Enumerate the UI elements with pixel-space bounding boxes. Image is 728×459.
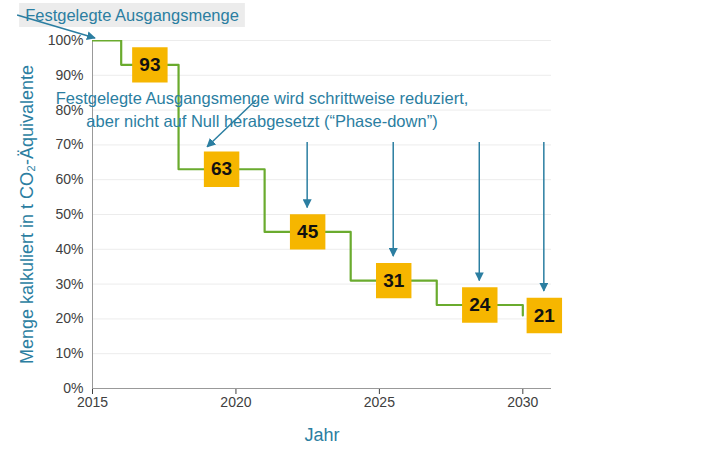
svg-text:50%: 50% xyxy=(55,206,83,222)
svg-text:45: 45 xyxy=(297,221,319,242)
svg-text:21: 21 xyxy=(534,305,556,326)
svg-text:24: 24 xyxy=(469,294,491,315)
svg-text:31: 31 xyxy=(383,270,405,291)
svg-text:2015: 2015 xyxy=(77,394,108,410)
svg-text:100%: 100% xyxy=(48,32,84,48)
svg-text:30%: 30% xyxy=(55,276,83,292)
svg-text:2025: 2025 xyxy=(364,394,395,410)
svg-text:70%: 70% xyxy=(55,136,83,152)
svg-text:2030: 2030 xyxy=(507,394,538,410)
svg-text:Festgelegte Ausgangsmenge wird: Festgelegte Ausgangsmenge wird schrittwe… xyxy=(56,89,469,130)
svg-text:63: 63 xyxy=(211,158,232,179)
svg-text:80%: 80% xyxy=(55,101,84,118)
svg-text:0%: 0% xyxy=(63,380,84,396)
svg-text:90%: 90% xyxy=(55,67,83,83)
svg-text:Menge kalkuliert in t CO₂-Äqui: Menge kalkuliert in t CO₂-Äquivalente xyxy=(17,65,37,364)
svg-text:Festgelegte Ausgangsmenge: Festgelegte Ausgangsmenge xyxy=(25,6,239,24)
svg-text:Jahr: Jahr xyxy=(304,425,339,445)
svg-text:40%: 40% xyxy=(55,241,83,257)
svg-text:93: 93 xyxy=(139,54,160,75)
svg-text:20%: 20% xyxy=(55,310,83,326)
svg-text:2020: 2020 xyxy=(220,394,251,410)
svg-text:10%: 10% xyxy=(55,345,83,361)
svg-text:60%: 60% xyxy=(55,171,83,187)
